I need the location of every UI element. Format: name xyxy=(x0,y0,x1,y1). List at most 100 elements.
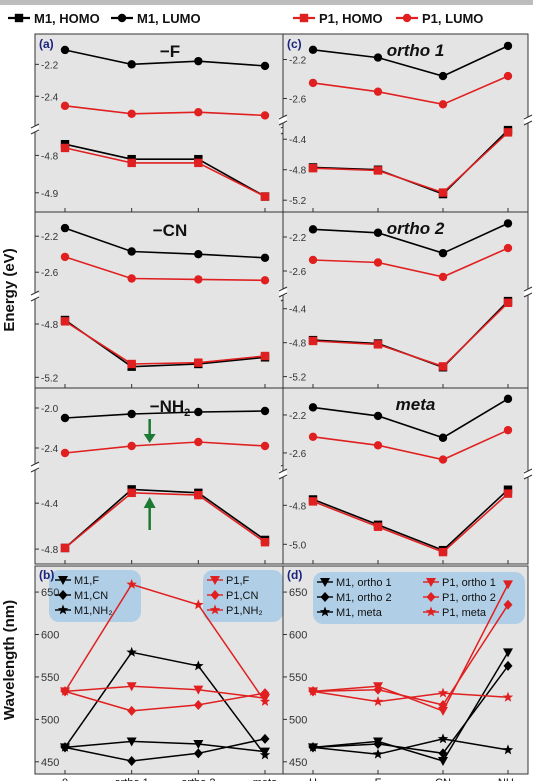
panel-title: −NH2 xyxy=(150,397,191,419)
series-line xyxy=(64,147,266,198)
data-point xyxy=(438,547,448,557)
series-line xyxy=(64,320,266,365)
legend-box-p1 xyxy=(203,570,283,622)
y-tick-label: -2.2 xyxy=(41,60,59,71)
data-point xyxy=(373,738,383,749)
series-line xyxy=(64,143,266,198)
y-tick-label: -2.4 xyxy=(41,444,59,455)
data-point xyxy=(373,441,383,450)
legend-label: M1, meta xyxy=(336,607,383,619)
series-line xyxy=(312,651,509,762)
series-line xyxy=(64,685,266,699)
data-point xyxy=(438,748,448,759)
data-point xyxy=(502,691,514,702)
axis-break-gap xyxy=(31,126,39,132)
series-line xyxy=(312,584,509,712)
axis-break-mark xyxy=(523,286,533,292)
data-point xyxy=(60,317,70,326)
y-tick-label: -2.6 xyxy=(289,267,307,278)
series-line xyxy=(64,740,266,753)
data-point xyxy=(260,441,270,451)
data-point xyxy=(308,163,318,173)
data-point xyxy=(194,158,203,168)
data-point xyxy=(373,684,383,695)
data-point xyxy=(438,71,448,81)
panel-title: meta xyxy=(396,395,436,414)
legend-label: M1, ortho 2 xyxy=(336,592,392,604)
legend-marker xyxy=(426,592,436,602)
y-tick-label: 550 xyxy=(289,672,307,684)
y-tick-label: -4.8 xyxy=(289,166,307,177)
data-point xyxy=(260,688,270,699)
y-tick-label: -2.6 xyxy=(289,449,307,460)
data-point xyxy=(438,756,448,766)
series-line xyxy=(312,131,509,194)
axis-break-mark xyxy=(278,292,288,298)
data-point xyxy=(127,755,137,766)
data-point xyxy=(438,362,448,371)
series-line xyxy=(312,489,509,552)
data-point xyxy=(438,699,448,710)
axis-break-mark xyxy=(30,129,40,135)
y-tick-label: -4.4 xyxy=(41,499,59,510)
legend-square-marker xyxy=(299,13,309,23)
data-point xyxy=(503,599,513,610)
y-tick-label: -4.9 xyxy=(41,189,59,200)
y-tick-label: 650 xyxy=(41,587,59,599)
y-tick-label: -2.2 xyxy=(289,411,307,422)
x-tick-label: meta xyxy=(253,777,278,781)
legend-label: P1, LUMO xyxy=(422,11,483,26)
series-line xyxy=(64,491,266,549)
y-tick-label: 600 xyxy=(289,630,307,642)
data-point xyxy=(127,705,137,716)
data-point xyxy=(193,739,204,749)
y-tick-label: -2.0 xyxy=(41,404,59,415)
data-point xyxy=(503,394,513,404)
axis-break-mark xyxy=(523,292,533,298)
x-tick-label: 0 xyxy=(62,777,68,781)
data-point xyxy=(503,489,513,498)
axis-break-mark xyxy=(30,123,40,129)
legend-marker xyxy=(320,578,330,587)
data-point xyxy=(438,455,448,464)
legend-label: M1, ortho 1 xyxy=(336,577,392,589)
axis-break-gap xyxy=(524,289,532,295)
legend-marker xyxy=(210,576,220,585)
data-point xyxy=(260,192,270,201)
data-point xyxy=(260,276,270,285)
data-point xyxy=(60,252,70,262)
data-point xyxy=(127,274,136,283)
series-line xyxy=(64,738,266,762)
axis-break-mark xyxy=(30,296,40,302)
data-point xyxy=(503,298,513,307)
series-line xyxy=(64,488,266,549)
data-point xyxy=(503,128,513,137)
x-tick-label: H xyxy=(309,777,317,781)
energy-panel-frame xyxy=(282,33,529,213)
data-point xyxy=(60,448,70,458)
energy-panel-frame xyxy=(282,387,529,565)
y-tick-label: -2.2 xyxy=(289,56,307,67)
x-tick-label: F xyxy=(375,777,382,781)
axis-break-mark xyxy=(523,120,533,126)
data-point xyxy=(308,336,318,346)
data-point xyxy=(308,45,318,54)
axis-break-mark xyxy=(523,468,533,474)
data-point xyxy=(127,247,136,256)
y-tick-label: -2.6 xyxy=(289,94,307,105)
data-point xyxy=(372,748,384,759)
data-point xyxy=(59,741,71,752)
y-tick-label: 650 xyxy=(289,587,307,599)
series-line xyxy=(312,493,509,554)
axis-break-gap xyxy=(31,293,39,299)
axis-break-gap xyxy=(279,471,287,477)
panel-letter: (a) xyxy=(39,37,54,51)
data-point xyxy=(194,407,203,417)
panel-letter: (b) xyxy=(39,568,54,582)
series-line xyxy=(312,75,509,106)
y-tick-label: -5.0 xyxy=(289,540,307,551)
data-point xyxy=(308,432,318,441)
data-point xyxy=(503,243,513,253)
data-point xyxy=(503,580,513,590)
data-point xyxy=(60,543,70,553)
